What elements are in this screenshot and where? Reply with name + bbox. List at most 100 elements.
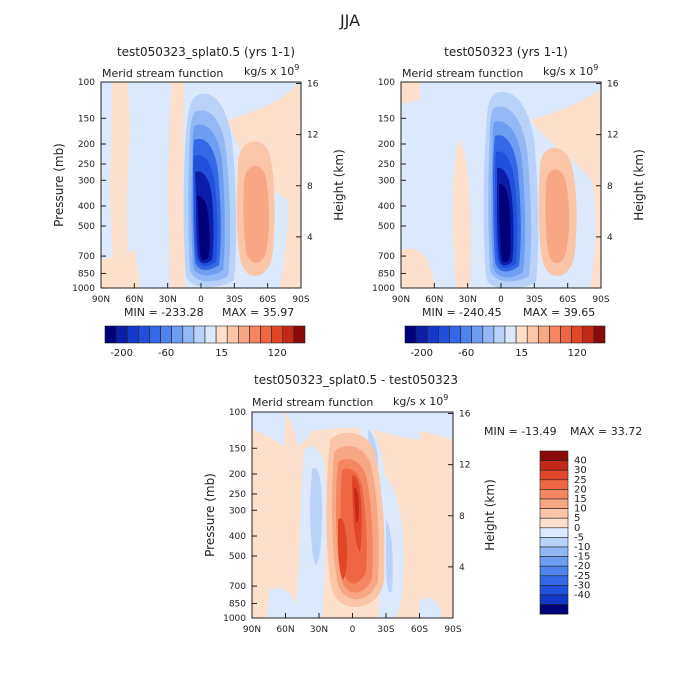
colorbar-label: 120: [568, 348, 587, 359]
x-tick-label: 90S: [592, 295, 609, 305]
x-tick-label: 60N: [425, 295, 443, 305]
colorbar-swatch: [549, 325, 561, 344]
y-tick-label: 100: [78, 78, 95, 88]
x-tick-label: 60S: [259, 295, 276, 305]
x-tick-label: 30N: [159, 295, 177, 305]
y-axis-label: Pressure (mb): [52, 143, 66, 227]
x-tick-label: 30S: [526, 295, 543, 305]
x-tick-label: 90N: [92, 295, 110, 305]
colorbar-label: 10: [574, 504, 587, 515]
y-tick-label: 400: [229, 532, 246, 542]
y-tick-label: 200: [78, 140, 95, 150]
y-tick-label: 850: [229, 599, 246, 609]
y-tick-label: 850: [78, 269, 95, 279]
y-tick-label: 400: [378, 202, 395, 212]
x-tick-label: 60S: [411, 625, 428, 635]
colorbar-swatch: [560, 325, 572, 344]
axes: 90N 60N 30N 0 30S 60S 90S 100 150 200 250 300 400 500…: [72, 78, 319, 305]
y-tick-label: 500: [229, 552, 246, 562]
max-label: MAX = 39.65: [523, 306, 595, 319]
colorbar-label: -60: [158, 348, 174, 359]
y-axis-right-label: Height (km): [332, 149, 346, 220]
y-tick-label: 700: [78, 252, 95, 262]
colorbar-label: -25: [574, 571, 590, 582]
colorbar-swatch: [539, 498, 569, 509]
y-tick-label: 1000: [223, 614, 246, 624]
colorbar-swatch: [249, 325, 261, 344]
y-tick-label: 150: [229, 444, 246, 454]
colorbar-swatch: [115, 325, 128, 344]
y-tick-label: 100: [229, 408, 246, 418]
colorbar-swatch: [515, 325, 528, 344]
y-right-tick-label: 8: [307, 182, 313, 192]
colorbar-label: 30: [574, 465, 587, 476]
colorbar-swatch: [293, 325, 306, 344]
y-tick-label: 1000: [372, 284, 395, 294]
max-label: MAX = 33.72: [570, 425, 642, 438]
x-tick-label: 30N: [310, 625, 328, 635]
y-tick-label: 250: [78, 160, 95, 170]
colorbar-label: 25: [574, 475, 587, 486]
colorbar-swatch: [539, 460, 569, 471]
y-right-tick-label: 8: [607, 182, 613, 192]
y-tick-label: 850: [378, 269, 395, 279]
colorbar: -200 -60 15 120: [104, 325, 306, 359]
y-right-tick-label: 16: [607, 80, 619, 90]
min-label: MIN = -233.28: [124, 306, 204, 319]
colorbar-label: 0: [574, 523, 580, 534]
x-tick-label: 0: [350, 625, 356, 635]
colorbar-swatch: [438, 325, 450, 344]
x-tick-label: 60N: [125, 295, 143, 305]
y-tick-label: 200: [229, 470, 246, 480]
colorbar-swatch: [504, 325, 517, 344]
colorbar-swatch: [482, 325, 495, 344]
colorbar-label: -10: [574, 542, 590, 553]
panel-subtitle: Merid stream function: [402, 67, 523, 80]
y-axis-right-label: Height (km): [632, 149, 646, 220]
colorbar-label: -30: [574, 580, 590, 591]
colorbar-swatch: [171, 325, 184, 344]
colorbar-swatch: [426, 325, 439, 344]
panel-subtitle: Merid stream function: [102, 67, 223, 80]
colorbar-swatch: [104, 325, 117, 344]
units-label: kg/s x 109: [244, 63, 299, 78]
colorbar-swatch: [493, 325, 506, 344]
y-right-tick-label: 4: [607, 233, 613, 243]
colorbar-label: -200: [110, 348, 133, 359]
colorbar-label: 15: [515, 348, 528, 359]
colorbar-swatch: [539, 546, 569, 557]
x-tick-label: 90S: [292, 295, 309, 305]
y-right-tick-label: 12: [307, 131, 318, 141]
colorbar-swatch: [582, 325, 595, 344]
colorbar-swatch: [539, 489, 569, 500]
colorbar-swatch: [282, 325, 295, 344]
y-tick-label: 700: [229, 582, 246, 592]
colorbar-label: 120: [268, 348, 287, 359]
colorbar-label: 20: [574, 484, 587, 495]
colorbar-label: -20: [574, 561, 590, 572]
colorbar-label: -40: [574, 590, 590, 601]
colorbar-swatch: [471, 325, 484, 344]
x-tick-label: 60N: [276, 625, 294, 635]
colorbar-swatch: [138, 325, 150, 344]
colorbar-swatch: [539, 604, 569, 615]
colorbar-label: -60: [458, 348, 474, 359]
colorbar-swatch: [149, 325, 161, 344]
y-tick-label: 150: [378, 114, 395, 124]
y-tick-label: 300: [378, 176, 395, 186]
y-right-tick-label: 4: [459, 563, 465, 573]
x-tick-label: 90N: [243, 625, 261, 635]
colorbar-label: -15: [574, 552, 590, 563]
colorbar-swatch: [539, 585, 569, 596]
colorbar-swatch: [160, 325, 172, 344]
colorbar-swatch: [539, 575, 569, 586]
x-tick-label: 0: [498, 295, 504, 305]
colorbar-swatch: [215, 325, 228, 344]
axes: 90N 60N 30N 0 30S 60S 90S 100 150 200 250 300 400 500…: [223, 408, 471, 635]
contour-field: [101, 82, 301, 288]
colorbar-swatch: [538, 325, 550, 344]
colorbar-swatch: [539, 469, 569, 481]
y-axis-label: Pressure (mb): [203, 473, 217, 557]
y-right-tick-label: 8: [459, 512, 465, 522]
